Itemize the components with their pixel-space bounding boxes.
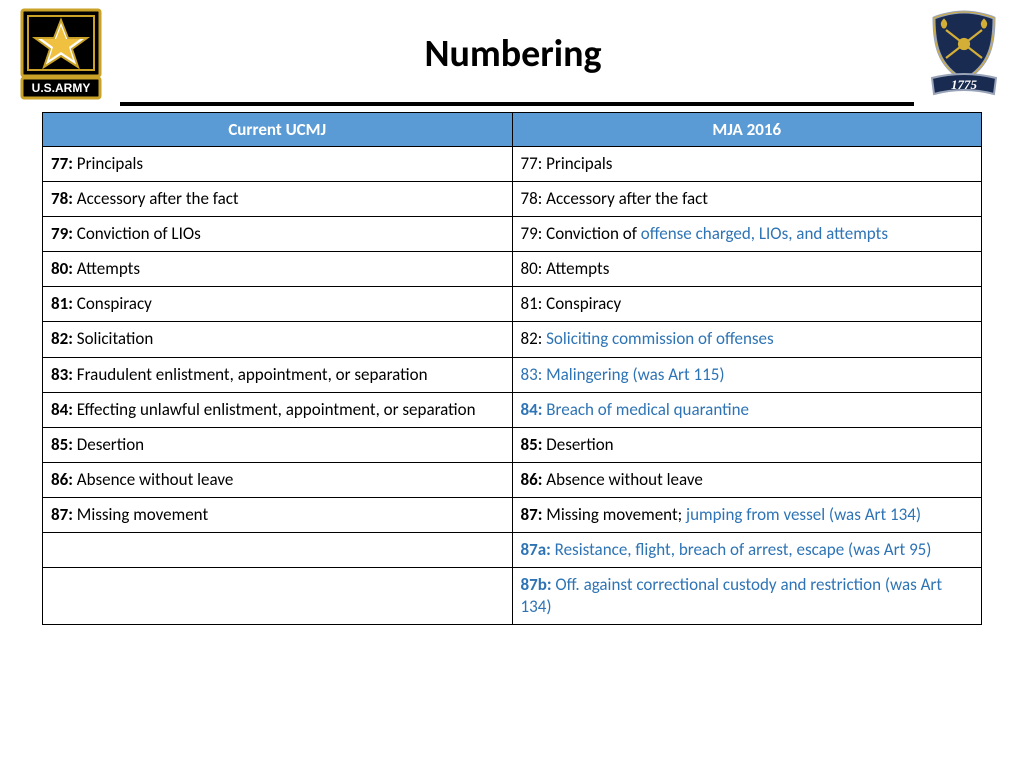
table-cell: 78: Accessory after the fact [43,182,513,217]
table-cell: 85: Desertion [43,427,513,462]
cell-text: 85: [521,434,543,455]
table-cell: 87a: Resistance, flight, breach of arres… [512,533,982,568]
cell-text: Attempts [73,258,140,279]
table-body: 77: Principals77: Principals78: Accessor… [43,147,982,625]
table-cell: 79: Conviction of LIOs [43,217,513,252]
table-cell: 85: Desertion [512,427,982,462]
us-army-logo: U.S.ARMY [20,8,102,100]
header-divider [120,102,914,106]
cell-text: 78: [51,188,73,209]
cell-text: Desertion [542,434,613,455]
table-container: Current UCMJ MJA 2016 77: Principals77: … [0,112,1024,625]
table-cell: 84: Effecting unlawful enlistment, appoi… [43,392,513,427]
cell-text: Absence without leave [542,469,702,490]
col-header-right: MJA 2016 [512,113,982,147]
table-row: 78: Accessory after the fact78: Accessor… [43,182,982,217]
table-row: 84: Effecting unlawful enlistment, appoi… [43,392,982,427]
cell-text: Absence without leave [73,469,233,490]
cell-text: Conspiracy [73,293,152,314]
cell-text: 82: [51,328,73,349]
cell-text: 81: Conspiracy [521,293,622,314]
table-cell: 86: Absence without leave [43,462,513,497]
table-cell: 81: Conspiracy [512,287,982,322]
table-row: 77: Principals77: Principals [43,147,982,182]
table-cell [43,533,513,568]
table-cell: 80: Attempts [43,252,513,287]
cell-text: 84: [521,399,543,420]
table-cell: 87b: Off. against correctional custody a… [512,568,982,625]
cell-text: 87: [51,504,73,525]
cell-text: Solicitation [73,328,153,349]
cell-text: Principals [73,153,143,174]
table-row: 82: Solicitation82: Soliciting commissio… [43,322,982,357]
table-cell: 83: Malingering (was Art 115) [512,357,982,392]
cell-text: 79: Conviction of [521,223,641,244]
cell-text: 86: [51,469,73,490]
cell-text: 81: [51,293,73,314]
table-cell: 81: Conspiracy [43,287,513,322]
cell-text: 87a: [521,539,551,560]
page-title: Numbering [102,31,924,77]
table-cell: 84: Breach of medical quarantine [512,392,982,427]
cell-text: Resistance, flight, breach of arrest, es… [551,539,932,560]
table-row: 83: Fraudulent enlistment, appointment, … [43,357,982,392]
table-cell: 78: Accessory after the fact [512,182,982,217]
col-header-left: Current UCMJ [43,113,513,147]
cell-text: 80: [51,258,73,279]
table-cell: 87: Missing movement [43,497,513,532]
cell-text: 77: [51,153,73,174]
cell-text: 79: [51,223,73,244]
table-cell: 77: Principals [512,147,982,182]
cell-text: 85: [51,434,73,455]
table-cell: 80: Attempts [512,252,982,287]
cell-text: 87b: [521,574,552,595]
cell-text: 78: Accessory after the fact [521,188,708,209]
table-row: 79: Conviction of LIOs79: Conviction of … [43,217,982,252]
table-cell: 77: Principals [43,147,513,182]
cell-text: Desertion [73,434,144,455]
table-cell: 82: Soliciting commission of offenses [512,322,982,357]
cell-text: 86: [521,469,543,490]
table-row: 81: Conspiracy81: Conspiracy [43,287,982,322]
slide-header: U.S.ARMY Numbering 1775 [0,0,1024,100]
jag-crest-logo: 1775 [924,8,1004,100]
cell-text: offense charged, LIOs, and attempts [641,223,888,244]
cell-text: 80: Attempts [521,258,610,279]
cell-text: 77: Principals [521,153,613,174]
cell-text: 83: Malingering (was Art 115) [521,364,725,385]
table-cell: 82: Solicitation [43,322,513,357]
table-cell: 87: Missing movement; jumping from vesse… [512,497,982,532]
cell-text: 82: [521,328,547,349]
table-row: 85: Desertion85: Desertion [43,427,982,462]
svg-text:U.S.ARMY: U.S.ARMY [32,81,91,95]
cell-text: Effecting unlawful enlistment, appointme… [73,399,476,420]
cell-text: Soliciting commission of offenses [546,328,774,349]
table-row: 87: Missing movement87: Missing movement… [43,497,982,532]
cell-text: Off. against correctional custody and re… [521,574,943,617]
table-row: 87b: Off. against correctional custody a… [43,568,982,625]
cell-text: Breach of medical quarantine [542,399,749,420]
cell-text: 83: [51,364,73,385]
cell-text: 87: [521,504,543,525]
cell-text: Fraudulent enlistment, appointment, or s… [73,364,428,385]
cell-text: Missing movement [73,504,208,525]
cell-text: Conviction of LIOs [73,223,201,244]
cell-text: Accessory after the fact [73,188,239,209]
table-row: 87a: Resistance, flight, breach of arres… [43,533,982,568]
svg-text:1775: 1775 [951,77,978,92]
table-cell: 86: Absence without leave [512,462,982,497]
cell-text: jumping from vessel (was Art 134) [686,504,921,525]
table-row: 86: Absence without leave86: Absence wit… [43,462,982,497]
table-cell [43,568,513,625]
numbering-table: Current UCMJ MJA 2016 77: Principals77: … [42,112,982,625]
table-cell: 83: Fraudulent enlistment, appointment, … [43,357,513,392]
table-cell: 79: Conviction of offense charged, LIOs,… [512,217,982,252]
cell-text: Missing movement; [542,504,686,525]
table-row: 80: Attempts80: Attempts [43,252,982,287]
title-container: Numbering [102,31,924,77]
cell-text: 84: [51,399,73,420]
